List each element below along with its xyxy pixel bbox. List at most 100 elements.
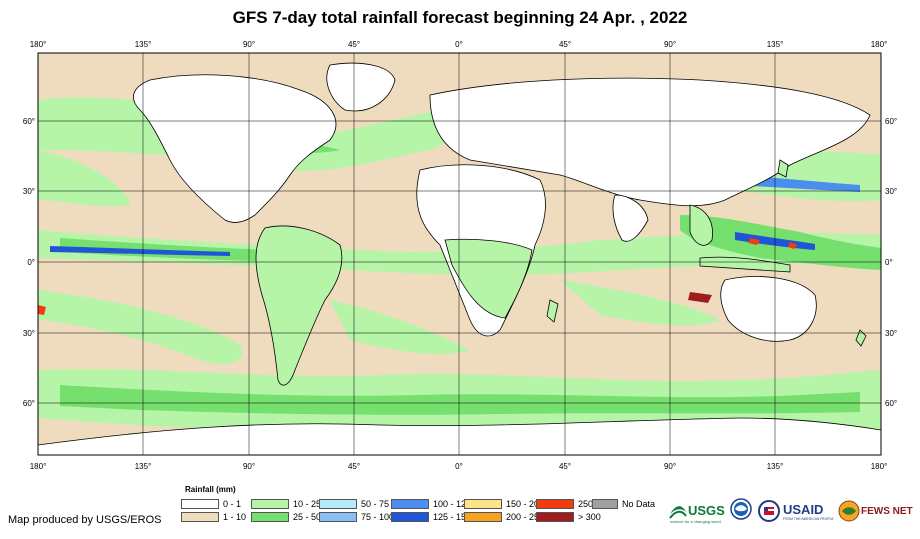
rain-band-indian-ocean — [560, 280, 720, 326]
top-tick-label: 180° — [871, 40, 888, 49]
map-title: GFS 7-day total rainfall forecast beginn… — [232, 8, 688, 27]
continent-new-zealand — [855, 329, 867, 347]
legend-item: 25 - 50 — [251, 511, 321, 522]
continent-japan — [777, 159, 789, 178]
right-tick-label: 30° — [885, 187, 897, 196]
legend-swatch — [391, 511, 429, 522]
continent-greenland — [326, 62, 396, 112]
continent-southeast-asia — [689, 204, 713, 246]
continent-eurasia — [429, 77, 871, 207]
usaid-tagline: FROM THE AMERICAN PEOPLE — [783, 517, 835, 521]
legend-swatch — [464, 511, 502, 522]
right-tick-label: 60° — [885, 399, 897, 408]
usaid-logo: USAID FROM THE AMERICAN PEOPLE — [782, 500, 838, 522]
legend-swatch — [536, 498, 574, 509]
bottom-tick-label: 90° — [243, 462, 255, 471]
legend-swatch — [464, 498, 502, 509]
continent-australia — [720, 276, 817, 342]
credit-text: Map produced by USGS/EROS — [8, 514, 162, 526]
rain-band-south-atlantic — [330, 300, 470, 355]
usaid-logo-text: USAID — [783, 502, 823, 517]
fews-net-logo: FEWS NET — [838, 498, 914, 524]
left-tick-label: 30° — [23, 187, 35, 196]
legend-swatch — [251, 498, 289, 509]
top-tick-label: 90° — [243, 40, 255, 49]
legend-label: 200 - 250 — [506, 511, 545, 522]
continent-madagascar — [546, 299, 559, 323]
bottom-axis-labels: 180° 135° 90° 45° 0° 45° 90° 135° 180° — [30, 462, 888, 471]
legend-swatch — [319, 511, 357, 522]
graticule — [38, 53, 881, 455]
rain-band-southern-green — [60, 385, 860, 415]
rain-band-north-pacific — [38, 150, 130, 207]
rain-band-pacific-itcz-blue — [50, 246, 230, 256]
legend-swatch — [592, 498, 618, 509]
legend-label: > 300 — [578, 511, 601, 522]
legend-label: 125 - 150 — [433, 511, 472, 522]
continent-indonesia — [699, 256, 791, 273]
bottom-tick-label: 90° — [664, 462, 676, 471]
bottom-tick-label: 135° — [135, 462, 152, 471]
legend-swatch — [319, 498, 357, 509]
top-tick-label: 180° — [30, 40, 47, 49]
right-tick-label: 30° — [885, 329, 897, 338]
usgs-tagline: science for a changing world — [670, 519, 721, 524]
legend-swatch — [391, 498, 429, 509]
left-tick-label: 0° — [27, 258, 35, 267]
continent-africa-wet — [444, 238, 533, 319]
legend-item: 10 - 25 — [251, 498, 321, 509]
legend-swatch — [251, 511, 289, 522]
top-axis-labels: 180° 135° 90° 45° 0° 45° 90° 135° 180° — [30, 40, 888, 49]
legend-label: 150 - 200 — [506, 498, 545, 509]
legend-item: 150 - 200 — [464, 498, 544, 509]
top-tick-label: 0° — [455, 40, 463, 49]
right-tick-label: 0° — [885, 258, 893, 267]
continent-india — [612, 194, 649, 242]
top-tick-label: 135° — [135, 40, 152, 49]
legend-item: No Data — [592, 498, 655, 509]
left-tick-label: 60° — [23, 117, 35, 126]
legend-label: 1 - 10 — [223, 511, 247, 522]
bottom-tick-label: 0° — [455, 462, 463, 471]
bottom-tick-label: 135° — [767, 462, 784, 471]
legend-label: 10 - 25 — [293, 498, 322, 509]
map-frame — [37, 52, 882, 456]
usgs-logo-text: USGS — [688, 503, 725, 518]
right-axis-labels: 60° 30° 0° 30° 60° — [885, 117, 897, 408]
legend-title: Rainfall (mm) — [185, 485, 236, 494]
bottom-tick-label: 45° — [559, 462, 571, 471]
legend-label: 25 - 50 — [293, 511, 322, 522]
legend-item: 125 - 150 — [391, 511, 471, 522]
legend-label: 50 - 75 — [361, 498, 390, 509]
legend-swatch — [181, 511, 219, 522]
legend-label: 0 - 1 — [223, 498, 242, 509]
legend-item: 1 - 10 — [181, 511, 246, 522]
legend-label: 100 - 125 — [433, 498, 472, 509]
map-field — [38, 53, 881, 455]
legend-swatch — [181, 498, 219, 509]
left-axis-labels: 60° 30° 0° 30° 60° — [23, 117, 35, 408]
top-tick-label: 45° — [348, 40, 360, 49]
rain-heavy-philippines — [748, 238, 798, 249]
right-tick-label: 60° — [885, 117, 897, 126]
rain-heavy-south-pacific — [38, 305, 46, 315]
fews-net-text: FEWS NET — [861, 506, 913, 517]
left-tick-label: 60° — [23, 399, 35, 408]
bottom-tick-label: 45° — [348, 462, 360, 471]
legend-label: No Data — [622, 498, 656, 509]
legend-swatch — [536, 511, 574, 522]
legend-item: 50 - 75 — [319, 498, 389, 509]
usgs-logo: USGS science for a changing world — [668, 498, 728, 524]
continent-south-america — [255, 225, 343, 386]
top-tick-label: 135° — [767, 40, 784, 49]
legend-label: 75 - 100 — [361, 511, 395, 522]
bottom-tick-label: 180° — [30, 462, 47, 471]
legend-item: > 300 — [536, 511, 601, 522]
left-tick-label: 30° — [23, 329, 35, 338]
legend-item: 100 - 125 — [391, 498, 471, 509]
continent-north-america — [133, 74, 337, 223]
rain-heavy-australia — [688, 292, 712, 303]
usaid-seal-icon — [758, 500, 780, 522]
top-tick-label: 90° — [664, 40, 676, 49]
rain-band-east-asia — [740, 175, 860, 192]
